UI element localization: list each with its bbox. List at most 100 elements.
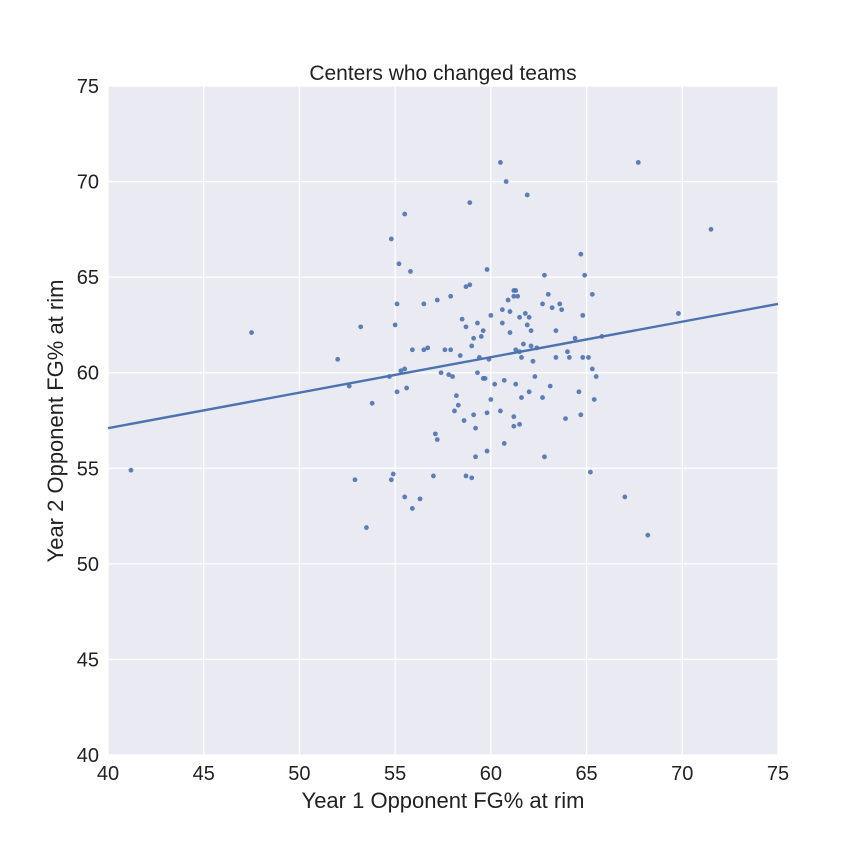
data-point <box>469 475 475 481</box>
data-point <box>450 374 455 379</box>
data-point <box>346 383 352 389</box>
y-axis-ticks: 40 45 50 55 60 65 70 75 <box>77 76 99 767</box>
data-point <box>565 349 570 355</box>
data-point <box>402 494 408 500</box>
data-point <box>580 312 586 318</box>
y-tick-label: 65 <box>77 267 99 289</box>
data-point <box>549 305 555 311</box>
data-point <box>553 355 559 360</box>
data-point <box>390 471 396 477</box>
data-point <box>582 272 588 278</box>
data-point <box>511 423 517 429</box>
data-point <box>388 236 394 242</box>
data-point <box>421 301 427 307</box>
data-point <box>501 441 507 446</box>
data-point <box>388 477 394 483</box>
data-point <box>524 192 530 198</box>
data-point <box>530 358 536 364</box>
data-point <box>545 291 551 297</box>
data-point <box>469 343 475 349</box>
data-point <box>542 272 547 278</box>
data-point <box>459 316 465 322</box>
data-point <box>455 402 461 408</box>
data-point <box>511 414 517 420</box>
y-tick-label: 45 <box>77 649 99 671</box>
data-point <box>513 347 519 353</box>
data-point <box>498 160 503 165</box>
data-point <box>394 389 400 395</box>
data-point <box>507 309 513 314</box>
data-point <box>484 448 490 454</box>
y-tick-label: 55 <box>77 458 99 480</box>
data-point <box>553 328 559 334</box>
data-point <box>591 397 597 402</box>
data-point <box>358 324 364 330</box>
data-point <box>559 307 565 313</box>
data-point <box>432 431 438 437</box>
data-point <box>409 506 415 511</box>
x-tick-label: 75 <box>767 763 789 785</box>
data-point <box>404 385 410 391</box>
data-point <box>513 381 519 387</box>
y-tick-label: 40 <box>77 745 99 767</box>
data-point <box>593 374 599 379</box>
data-point <box>484 410 490 416</box>
data-point <box>557 301 563 307</box>
data-point <box>392 322 398 328</box>
data-point <box>517 421 522 427</box>
data-point <box>708 226 714 232</box>
data-point <box>475 320 480 326</box>
data-point <box>463 473 469 479</box>
data-points <box>128 160 714 538</box>
data-point <box>580 355 586 360</box>
data-point <box>463 324 469 330</box>
data-point <box>480 328 486 334</box>
data-point <box>467 282 473 288</box>
data-point <box>501 377 507 383</box>
data-point <box>471 412 477 418</box>
data-point <box>676 311 681 316</box>
data-point <box>532 374 538 379</box>
data-point <box>408 269 413 274</box>
data-point <box>488 312 494 318</box>
data-point <box>540 301 545 307</box>
data-point <box>622 494 628 500</box>
data-point <box>484 267 490 272</box>
data-point <box>128 467 134 473</box>
data-point <box>645 532 651 538</box>
x-tick-label: 50 <box>288 763 310 785</box>
data-point <box>576 389 582 395</box>
data-point <box>446 372 452 378</box>
data-point <box>492 381 498 387</box>
data-point <box>511 293 517 299</box>
x-tick-label: 60 <box>480 763 502 785</box>
data-point <box>563 416 568 421</box>
data-point <box>513 288 519 293</box>
y-tick-label: 50 <box>77 554 99 576</box>
data-point <box>335 356 341 362</box>
data-point <box>589 366 595 372</box>
data-point <box>524 322 530 328</box>
x-tick-label: 40 <box>97 763 119 785</box>
data-point <box>482 376 488 381</box>
data-point <box>542 454 547 460</box>
data-point <box>578 412 584 418</box>
data-point <box>515 293 521 299</box>
data-point <box>505 297 511 303</box>
data-point <box>425 345 431 351</box>
data-point <box>448 293 454 299</box>
data-point <box>586 355 591 360</box>
x-axis-label: Year 1 Opponent FG% at rim <box>302 788 585 813</box>
data-point <box>434 437 440 443</box>
x-tick-label: 45 <box>193 763 215 785</box>
data-point <box>507 330 513 335</box>
data-point <box>402 211 408 217</box>
data-point <box>394 301 400 307</box>
data-point <box>249 330 254 335</box>
data-point <box>417 496 423 502</box>
data-point <box>431 473 436 479</box>
x-tick-label: 70 <box>671 763 693 785</box>
plot-area <box>108 86 778 755</box>
data-point <box>434 297 440 303</box>
